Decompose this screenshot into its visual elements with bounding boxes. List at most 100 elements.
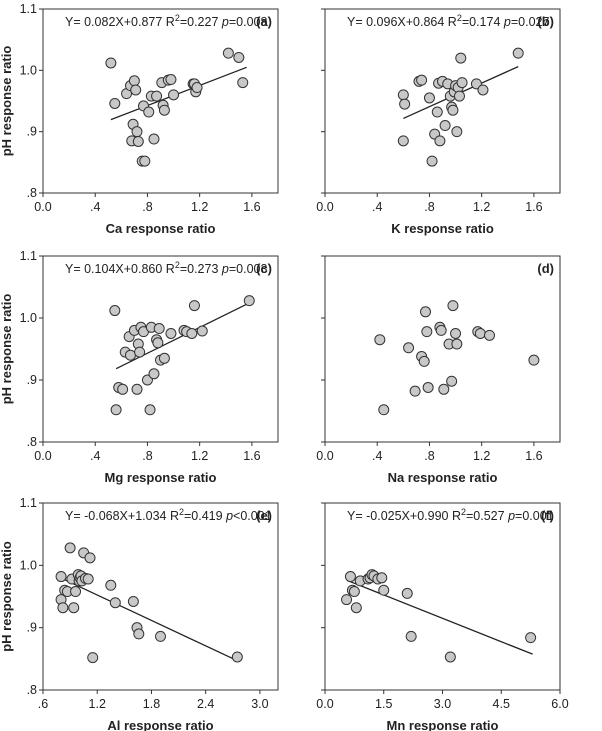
y-tick-label: .8 [27,683,37,697]
data-point [243,295,255,307]
plot-frame [42,8,279,194]
x-tick-label: 1.6 [525,200,542,214]
x-tick-label: 0.0 [316,697,333,711]
x-tick-label: .6 [38,697,48,711]
x-tick-label: 0.0 [34,449,51,463]
data-point [110,404,122,416]
panel-f: 0.0 1.5 3.0 4.5 6.0 Mn response ratio (f)Y= -0… [316,502,569,731]
data-point [117,383,129,395]
data-point [438,383,450,395]
data-point [477,84,489,96]
regression-equation: Y= -0.068X+1.034 R2=0.419 p<0.001 [65,507,272,523]
x-tick-label: .8 [424,449,434,463]
data-point [68,602,80,614]
data-point [222,47,234,59]
x-tick-label: 0.0 [316,200,333,214]
data-point [55,571,67,583]
data-point [350,602,362,614]
data-point [378,584,390,596]
data-point [421,326,433,338]
data-point [87,652,99,664]
data-point [344,571,356,583]
regression-line [60,577,238,662]
x-axis-label: Al response ratio [107,718,213,731]
data-point [405,630,417,642]
regression-equation: Y= -0.025X+0.990 R2=0.527 p=0.001 [347,507,554,523]
y-tick-label: 1.0 [20,311,37,325]
panel-label: (b) [537,14,554,29]
data-point [130,84,142,96]
data-point [231,651,243,663]
data-point [152,337,164,349]
regression-line [348,580,533,655]
data-point [196,325,208,337]
plot-frame [42,502,279,691]
data-point [439,120,451,132]
data-point [133,628,145,640]
data-point [341,594,353,606]
x-tick-label: .8 [142,449,152,463]
data-point [148,133,160,145]
x-axis-label: Mg response ratio [105,470,217,485]
data-point [105,57,117,69]
y-tick-label: .8 [27,435,37,449]
panel-label: (a) [256,14,272,29]
x-axis-label: Mn response ratio [387,718,499,731]
data-point [512,47,524,59]
y-tick-label: 1.1 [20,496,37,510]
panel-e: .6 1.2 1.8 2.4 3.0 .8 .9 1.0 1.1 Al response rati… [0,496,279,731]
data-point [109,97,121,109]
data-point [450,328,462,339]
x-tick-label: 1.2 [473,449,490,463]
x-tick-label: 3.0 [251,697,268,711]
y-tick-label: .9 [27,373,37,387]
data-point [127,595,139,607]
x-tick-label: .4 [90,200,100,214]
panel-c: 0.0 .4 .8 1.2 1.6 .8 .9 1.0 1.1 Mg response ratio… [0,249,279,485]
data-point [165,74,177,86]
data-point [431,106,443,118]
data-point [447,104,459,116]
x-tick-label: .8 [424,200,434,214]
data-point [148,368,160,380]
x-axis-label: Ca response ratio [106,221,216,236]
data-point [109,305,121,317]
data-point [378,404,390,416]
data-point [374,334,386,346]
regression-equation: Y= 0.096X+0.864 R2=0.174 p=0.027 [347,13,549,29]
panel-a: 0.0 .4 .8 1.2 1.6 .8 .9 1.0 1.1 Ca response ratio… [0,2,279,236]
data-point [376,572,388,584]
data-point [186,328,198,339]
y-axis-label: pH response ratio [0,46,14,157]
data-point [434,135,446,147]
data-point [131,126,143,138]
data-point [168,89,180,101]
x-tick-label: .4 [372,449,382,463]
data-point [128,75,140,87]
data-point [109,597,121,609]
data-point [237,77,249,89]
data-point [446,375,458,387]
data-point [426,155,438,167]
data-point [447,300,459,312]
data-point [418,355,430,367]
data-point [158,104,170,116]
panel-b: 0.0 .4 .8 1.2 1.6 K response ratio (b)Y= 0.096… [316,8,561,236]
data-point [422,381,434,393]
x-tick-label: 1.6 [243,449,260,463]
x-tick-label: 1.2 [89,697,106,711]
data-point [455,52,467,64]
x-tick-label: 3.0 [434,697,451,711]
plot-frame [42,255,279,443]
data-point [397,135,409,147]
data-point [456,77,468,89]
x-tick-label: 1.2 [191,200,208,214]
x-axis-label: K response ratio [391,221,494,236]
regression-equation: Y= 0.104X+0.860 R2=0.273 p=0.003 [65,260,267,276]
x-tick-label: .8 [142,200,152,214]
y-tick-label: .9 [27,125,37,139]
data-point [124,349,136,361]
x-tick-label: 2.4 [197,697,214,711]
panel-label: (c) [256,261,272,276]
panel-label: (e) [256,508,272,523]
